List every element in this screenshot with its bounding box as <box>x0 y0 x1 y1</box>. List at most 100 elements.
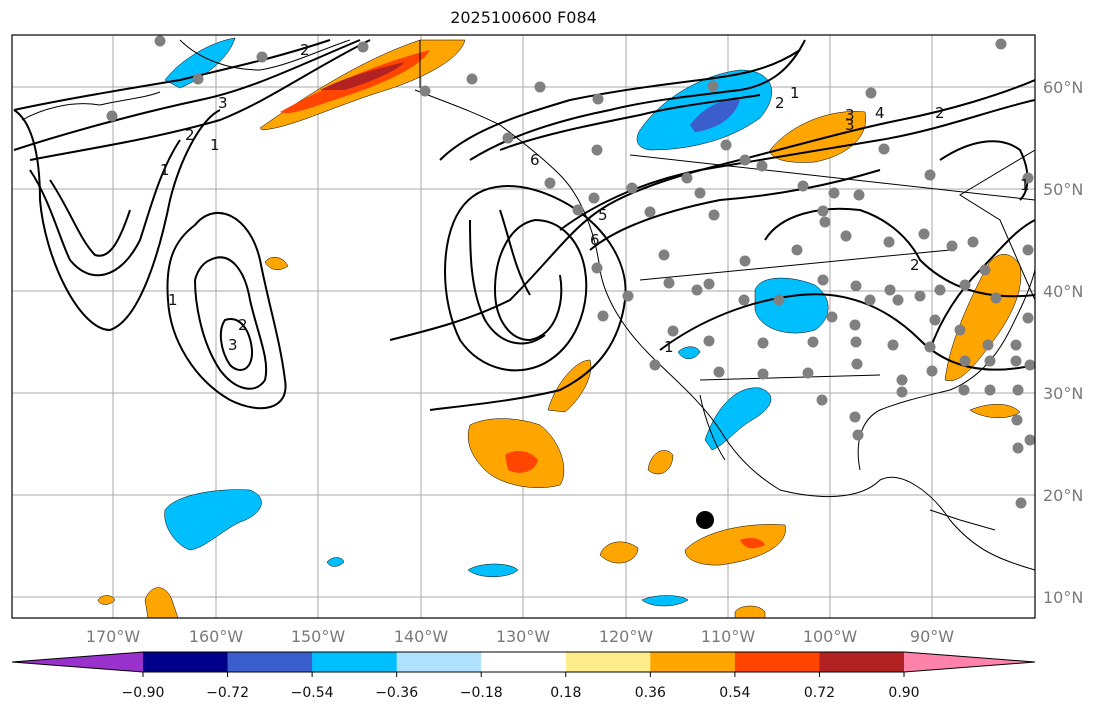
station-dot <box>896 374 908 386</box>
lon-label: 100°W <box>803 627 858 646</box>
station-dot <box>708 209 720 221</box>
station-dot <box>713 366 725 378</box>
lon-label: 150°W <box>291 627 346 646</box>
station-dot <box>663 277 675 289</box>
colorbar-segment <box>819 652 905 672</box>
station-dot <box>1010 355 1022 367</box>
station-dot <box>691 284 703 296</box>
colorbar-segment <box>143 652 229 672</box>
lat-label: 10°N <box>1043 588 1083 607</box>
colorbar-tick-label: 0.36 <box>635 685 666 701</box>
lat-label: 30°N <box>1043 384 1083 403</box>
station-dot <box>849 319 861 331</box>
lon-label: 170°W <box>86 627 141 646</box>
station-dot <box>192 73 204 85</box>
colorbar-tick-label: 0.72 <box>804 685 835 701</box>
station-dot <box>816 394 828 406</box>
colorbar-extend-low <box>12 652 143 672</box>
station-dot <box>929 314 941 326</box>
contour-label: 1 <box>160 161 170 179</box>
page-title: 2025100600 F084 <box>450 8 597 27</box>
longitude-labels: 170°W 160°W 150°W 140°W 130°W 120°W 110°… <box>86 627 954 646</box>
station-dot <box>878 143 890 155</box>
station-dot <box>588 192 600 204</box>
station-dot <box>887 339 899 351</box>
station-dot <box>1010 339 1022 351</box>
station-dot <box>694 187 706 199</box>
station-dot <box>622 290 634 302</box>
station-dot <box>597 310 609 322</box>
contour-label: 6 <box>590 231 600 249</box>
contour-label: 1 <box>210 136 220 154</box>
station-dot <box>791 244 803 256</box>
station-dot <box>896 386 908 398</box>
station-dot <box>982 339 994 351</box>
contour-label-group: 1 2 1 2 3 1 2 3 6 6 5 1 1 2 3 4 2 3 1 2 <box>160 41 1030 356</box>
contour-label: 6 <box>530 151 540 169</box>
colorbar-extend-high <box>904 652 1035 672</box>
station-dot <box>502 132 514 144</box>
station-dot <box>819 216 831 228</box>
station-dot <box>984 355 996 367</box>
station-dot <box>934 284 946 296</box>
contour-label: 3 <box>228 336 238 354</box>
station-dot <box>720 139 732 151</box>
station-dot <box>959 355 971 367</box>
station-dot <box>707 80 719 92</box>
colorbar-tick-label: −0.36 <box>375 685 418 701</box>
station-dot <box>466 73 478 85</box>
station-dot <box>797 180 809 192</box>
station-dot <box>591 144 603 156</box>
lon-label: 110°W <box>701 627 756 646</box>
station-dot <box>959 279 971 291</box>
station-dot <box>681 172 693 184</box>
station-dot <box>884 284 896 296</box>
station-dot <box>773 294 785 306</box>
station-dot <box>852 429 864 441</box>
station-dot <box>592 93 604 105</box>
colorbar-tick-label: 0.90 <box>888 685 919 701</box>
contour-label: 3 <box>218 94 228 112</box>
station-dot <box>864 294 876 306</box>
map-frame <box>11 34 1036 619</box>
station-dot <box>850 280 862 292</box>
colorbar-tick-label: −0.18 <box>460 685 503 701</box>
colorbar-tick-label: 0.18 <box>550 685 581 701</box>
station-dot <box>256 51 268 63</box>
contour-label: 2 <box>238 316 248 334</box>
contour-label: 1 <box>168 291 178 309</box>
station-dot <box>1024 434 1035 446</box>
station-dot <box>1022 312 1034 324</box>
lat-label: 40°N <box>1043 282 1083 301</box>
station-dot <box>851 358 863 370</box>
station-dot <box>106 110 118 122</box>
station-dot <box>924 341 936 353</box>
station-dot <box>1022 172 1034 184</box>
station-dot <box>954 324 966 336</box>
station-dot <box>926 365 938 377</box>
station-dot <box>1012 442 1024 454</box>
station-dot <box>572 204 584 216</box>
station-dot <box>591 262 603 274</box>
station-dot <box>667 325 679 337</box>
colorbar <box>11 651 1036 677</box>
station-dot <box>703 278 715 290</box>
lon-label: 130°W <box>496 627 551 646</box>
station-dot <box>849 411 861 423</box>
contour-label: 2 <box>910 256 920 274</box>
station-dot <box>914 290 926 302</box>
station-dot <box>544 177 556 189</box>
lon-label: 160°W <box>189 627 244 646</box>
station-dot <box>826 311 838 323</box>
colorbar-segment <box>312 652 398 672</box>
colorbar-tick-label: −0.90 <box>122 685 165 701</box>
station-dot <box>840 230 852 242</box>
station-dot <box>883 236 895 248</box>
station-dot <box>1022 244 1034 256</box>
station-markers <box>106 35 1035 509</box>
storm-marker <box>696 511 714 529</box>
station-dot <box>1024 359 1035 371</box>
station-dot <box>850 336 862 348</box>
station-dot <box>892 294 904 306</box>
